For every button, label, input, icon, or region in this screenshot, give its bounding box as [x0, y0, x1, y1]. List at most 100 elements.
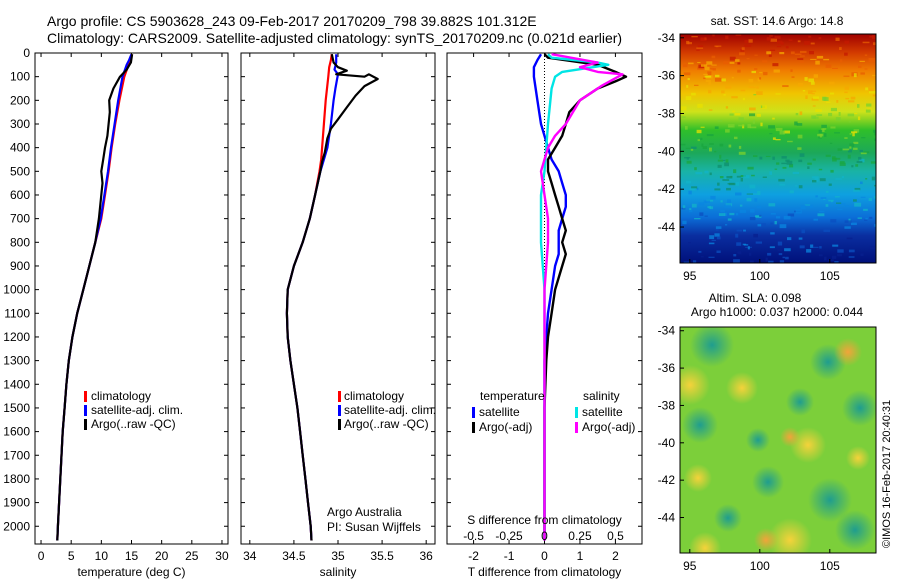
sst-texture-cell: [864, 219, 868, 221]
sst-texture-cell: [849, 133, 852, 135]
sst-texture-cell: [729, 113, 734, 116]
sst-texture-cell: [778, 253, 783, 256]
sst-texture-cell: [740, 177, 743, 182]
salinity-difference-tick-label: -0.5: [463, 529, 484, 543]
sst-texture-cell: [687, 42, 692, 45]
sst-texture-cell: [694, 167, 697, 171]
depth-tick-label: 1300: [3, 354, 30, 368]
sst-texture-cell: [851, 165, 854, 168]
sst-texture-cell: [709, 172, 712, 176]
sst-texture-cell: [838, 118, 841, 122]
sst-texture-cell: [769, 133, 773, 135]
temperature-legend-swatch: [84, 419, 87, 430]
sst-texture-cell: [794, 185, 798, 187]
sst-texture-cell: [768, 54, 772, 57]
sst-texture-cell: [756, 113, 761, 117]
sst-texture-cell: [749, 217, 756, 221]
sst-texture-cell: [839, 47, 842, 50]
sst-texture-cell: [697, 103, 703, 108]
sst-texture-cell: [788, 39, 793, 42]
sst-texture-cell: [869, 35, 874, 38]
sst-texture-cell: [749, 126, 757, 129]
depth-tick-label: 800: [10, 235, 30, 249]
sst-texture-cell: [784, 248, 791, 252]
sst-texture-cell: [855, 164, 859, 167]
sst-texture-cell: [708, 109, 713, 111]
sst-texture-cell: [863, 151, 870, 154]
sst-texture-cell: [775, 93, 781, 95]
sst-texture-cell: [759, 72, 763, 74]
sst-texture-cell: [868, 197, 872, 201]
map-lon-tick-label: 105: [820, 269, 840, 283]
temperature-xtick-label: 0: [38, 549, 45, 563]
sst-texture-cell: [775, 127, 783, 132]
map-lat-tick-label: -42: [658, 473, 676, 487]
sst-texture-cell: [854, 112, 858, 115]
sst-texture-cell: [698, 202, 705, 206]
sst-texture-cell: [688, 190, 692, 195]
sst-texture-cell: [857, 217, 862, 219]
sst-texture-cell: [723, 94, 726, 96]
sst-texture-cell: [755, 215, 762, 218]
sst-texture-cell: [830, 126, 836, 129]
sst-texture-cell: [704, 215, 708, 217]
sst-texture-cell: [860, 196, 866, 198]
sst-texture-cell: [804, 204, 811, 206]
sst-texture-cell: [853, 189, 860, 192]
sst-texture-cell: [742, 124, 745, 129]
sla-anomaly-blob: [808, 478, 852, 522]
temperature-xtick-label: 30: [215, 549, 229, 563]
sst-texture-cell: [759, 214, 762, 217]
sst-texture-cell: [751, 70, 756, 74]
sst-texture-cell: [785, 256, 789, 260]
sst-texture-cell: [717, 164, 722, 168]
salinity-xtick-label: 35.5: [370, 549, 394, 563]
sst-texture-cell: [747, 166, 754, 170]
sst-texture-cell: [817, 213, 825, 217]
sst-texture-cell: [813, 74, 818, 78]
sst-texture-cell: [731, 96, 738, 99]
sst-texture-cell: [739, 52, 745, 56]
sst-texture-cell: [812, 176, 819, 179]
sst-texture-cell: [806, 249, 812, 253]
sst-texture-cell: [870, 161, 876, 164]
sst-texture-cell: [857, 104, 860, 108]
sst-texture-cell: [772, 117, 775, 120]
sst-texture-cell: [715, 45, 719, 48]
sst-texture-cell: [823, 133, 827, 137]
salinity-xtick-label: 34.5: [282, 549, 306, 563]
differences-series-argo-adj: [543, 53, 628, 541]
differences-xtick-label: 2: [612, 549, 619, 563]
sst-texture-cell: [873, 129, 876, 133]
sst-texture-cell: [848, 120, 851, 123]
depth-tick-label: 200: [10, 93, 30, 107]
salinity-annotation-line-2: PI: Susan Wijffels: [327, 520, 421, 534]
sst-texture-cell: [691, 186, 698, 189]
difference-legend-label: satellite: [582, 405, 623, 419]
sst-texture-cell: [795, 113, 799, 116]
sst-texture-cell: [736, 175, 742, 178]
sst-texture-cell: [810, 42, 815, 45]
sst-texture-cell: [873, 42, 876, 46]
sst-texture-cell: [849, 146, 852, 149]
sst-texture-cell: [727, 124, 735, 128]
sst-texture-cell: [773, 69, 780, 73]
sst-texture-cell: [809, 51, 814, 55]
sst-texture-cell: [789, 163, 794, 168]
sst-texture-cell: [708, 256, 715, 258]
sst-texture-cell: [846, 206, 853, 208]
sst-texture-cell: [786, 160, 793, 165]
temperature-profile-panel: 0100200300400500600700800900100011001200…: [3, 46, 229, 579]
sst-texture-cell: [725, 129, 730, 133]
sst-texture-cell: [702, 146, 708, 149]
sst-texture-cell: [682, 220, 687, 225]
sst-texture-cell: [731, 76, 734, 79]
sst-texture-cell: [815, 195, 818, 198]
sst-texture-cell: [755, 241, 762, 244]
sst-texture-cell: [686, 157, 689, 160]
sst-texture-cell: [686, 85, 689, 88]
sst-texture-cell: [685, 147, 691, 149]
differences-series-argo-adj: [539, 53, 624, 541]
sst-texture-cell: [714, 77, 722, 82]
differences-xtick-label: -1: [504, 549, 515, 563]
